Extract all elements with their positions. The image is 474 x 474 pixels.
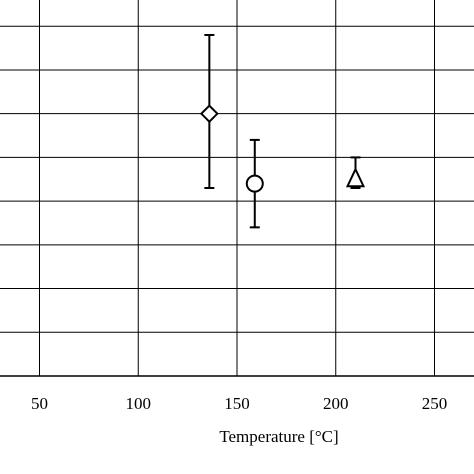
data-points [199, 33, 366, 229]
triangle-marker [345, 166, 366, 188]
x-tick-label: 200 [323, 394, 349, 413]
diamond-marker [199, 104, 219, 124]
circle-marker [245, 174, 264, 193]
x-axis-label: Temperature [°C] [219, 427, 338, 446]
x-tick-label: 250 [422, 394, 448, 413]
data-point-triangle [345, 156, 366, 189]
x-tick-labels: 50 100 150 200 250 [31, 394, 447, 413]
x-tick-label: 100 [126, 394, 152, 413]
grid [0, 0, 474, 376]
data-point-circle [245, 138, 264, 229]
x-tick-label: 150 [224, 394, 250, 413]
data-point-diamond [199, 33, 219, 189]
x-tick-label: 50 [31, 394, 48, 413]
